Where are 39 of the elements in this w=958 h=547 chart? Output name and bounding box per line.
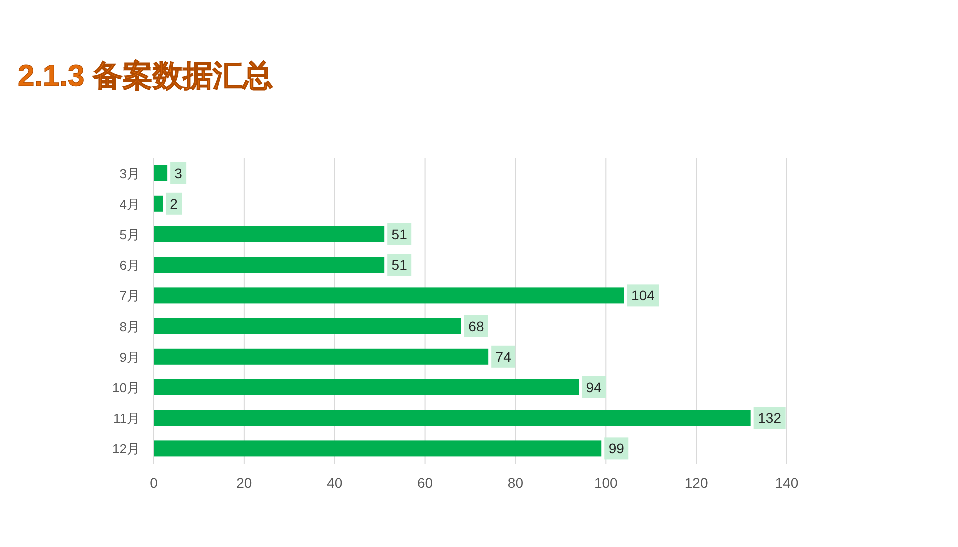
y-tick-label: 5月 xyxy=(120,228,140,242)
x-tick-label: 60 xyxy=(417,475,434,491)
data-label: 3 xyxy=(174,165,183,182)
bar xyxy=(154,410,751,426)
data-label: 51 xyxy=(392,257,408,274)
bar xyxy=(154,196,164,212)
bar xyxy=(154,318,462,334)
x-tick-label: 40 xyxy=(327,475,343,491)
x-tick-label: 0 xyxy=(150,475,158,491)
x-tick-label: 120 xyxy=(684,475,708,491)
y-tick-label: 8月 xyxy=(120,319,140,334)
y-tick-label: 9月 xyxy=(120,350,140,365)
x-tick-label: 80 xyxy=(508,475,524,491)
x-tick-label: 100 xyxy=(594,475,618,491)
bar xyxy=(154,440,602,457)
bar xyxy=(154,165,168,182)
data-label: 74 xyxy=(496,348,512,365)
y-tick-label: 7月 xyxy=(120,288,140,304)
y-tick-label: 12月 xyxy=(112,442,140,457)
data-label: 132 xyxy=(758,410,782,426)
bar xyxy=(154,380,580,396)
y-tick-label: 10月 xyxy=(112,380,140,396)
y-tick-label: 4月 xyxy=(120,196,140,212)
y-tick-label: 3月 xyxy=(120,166,140,182)
bar xyxy=(154,226,385,242)
bar xyxy=(154,348,489,365)
bar xyxy=(154,288,624,304)
x-tick-label: 140 xyxy=(775,475,799,491)
y-tick-label: 6月 xyxy=(120,258,140,274)
data-label: 2 xyxy=(170,196,178,212)
title: 2.1.3 备案数据汇总 xyxy=(18,60,274,93)
y-tick-label: 11月 xyxy=(114,411,140,426)
bar xyxy=(154,257,385,274)
data-label: 94 xyxy=(586,380,602,396)
data-label: 104 xyxy=(632,288,656,304)
data-label: 99 xyxy=(608,440,625,457)
data-label: 51 xyxy=(392,226,408,242)
x-tick-label: 20 xyxy=(236,475,252,491)
data-label: 68 xyxy=(468,318,484,334)
